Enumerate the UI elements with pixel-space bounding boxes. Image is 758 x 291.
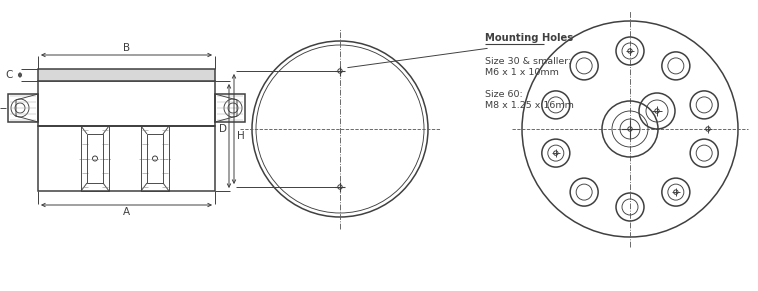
- Text: C: C: [5, 70, 13, 80]
- Bar: [87, 134, 103, 183]
- Bar: [81, 126, 109, 191]
- Text: Size 60:: Size 60:: [485, 90, 523, 99]
- Bar: [38, 81, 215, 126]
- Text: M8 x 1.25 x 16mm: M8 x 1.25 x 16mm: [485, 101, 574, 110]
- Bar: [38, 126, 215, 191]
- Text: Size 30 & smaller:: Size 30 & smaller:: [485, 57, 572, 66]
- Text: M6 x 1 x 10mm: M6 x 1 x 10mm: [485, 68, 559, 77]
- Bar: [8, 94, 38, 122]
- Bar: [215, 94, 245, 122]
- Text: B: B: [123, 43, 130, 53]
- Text: H: H: [237, 131, 245, 141]
- Bar: [147, 134, 163, 183]
- Text: A: A: [123, 207, 130, 217]
- Bar: [38, 69, 215, 81]
- Text: D: D: [219, 124, 227, 134]
- Bar: [141, 126, 169, 191]
- Text: Mounting Holes: Mounting Holes: [485, 33, 573, 43]
